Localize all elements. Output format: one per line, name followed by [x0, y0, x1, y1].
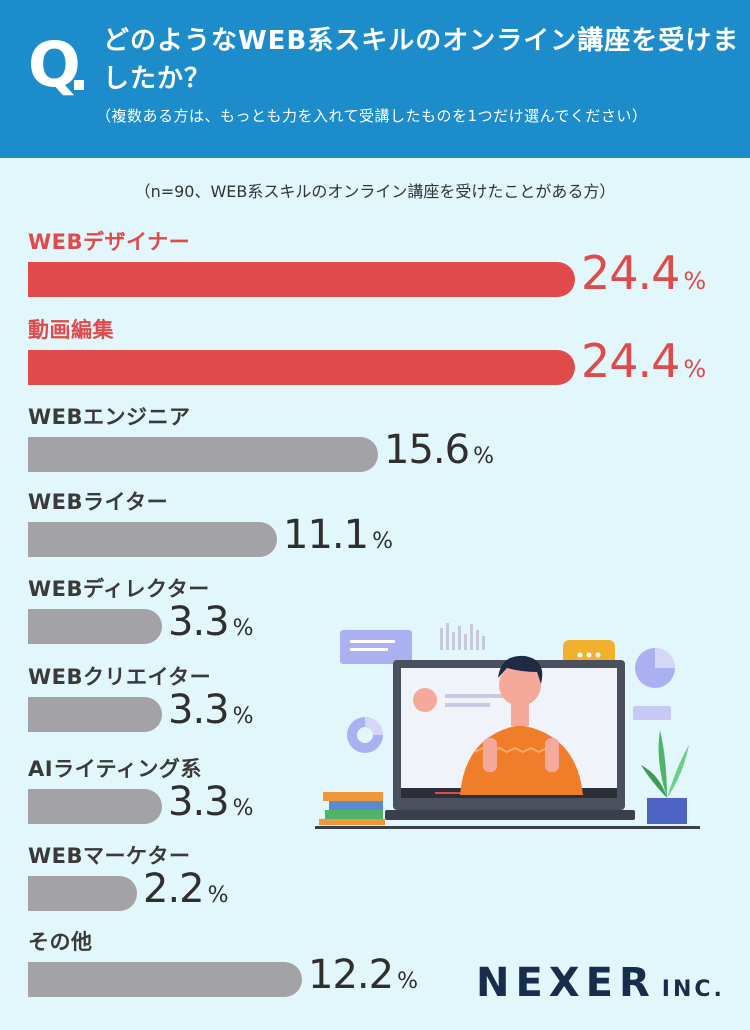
value-unit: % [207, 883, 229, 908]
value-number: 3.3 [168, 687, 230, 733]
q-mark: Q [28, 28, 81, 101]
bar [28, 609, 162, 644]
category-label: WEBエンジニア [28, 405, 191, 429]
question-header: Q どのようなWEB系スキルのオンライン講座を受けましたか？ （複数ある方は、も… [0, 0, 750, 158]
value-unit: % [473, 444, 494, 469]
nexer-logo: NEXER INC. [476, 960, 725, 1006]
value-number: 2.2 [143, 866, 205, 912]
value-number: 24.4 [581, 334, 680, 388]
category-label: 動画編集 [28, 318, 114, 342]
value-label: 15.6% [384, 427, 494, 473]
category-label: WEBライター [28, 490, 169, 514]
value-label: 3.3% [168, 687, 254, 733]
value-unit: % [683, 267, 707, 295]
bar [28, 876, 137, 911]
bar [28, 522, 277, 557]
bar [28, 697, 162, 732]
logo-name: NEXER [476, 960, 656, 1006]
question-text: どのようなWEB系スキルのオンライン講座を受けましたか？ [103, 26, 740, 94]
category-label: WEBマーケター [28, 844, 191, 868]
question-subtext: （複数ある方は、もっとも力を入れて受講したものを1つだけ選んでください） [96, 107, 648, 125]
sample-note: （n=90、WEB系スキルのオンライン講座を受けたことがある方） [134, 182, 616, 201]
value-number: 3.3 [168, 599, 230, 645]
value-unit: % [683, 355, 707, 383]
bar [28, 962, 302, 997]
value-unit: % [372, 529, 393, 554]
value-number: 11.1 [283, 512, 369, 558]
value-number: 3.3 [168, 779, 230, 825]
logo-suffix: INC. [661, 977, 725, 1002]
value-number: 12.2 [308, 952, 394, 998]
value-label: 24.4% [581, 334, 706, 388]
category-label: WEBディレクター [28, 577, 210, 601]
online-lesson-illustration [315, 623, 700, 829]
value-label: 12.2% [308, 952, 418, 998]
value-label: 24.4% [581, 246, 706, 300]
value-unit: % [232, 616, 254, 641]
bar [28, 262, 575, 297]
value-label: 2.2% [143, 866, 229, 912]
value-label: 11.1% [283, 512, 393, 558]
value-label: 3.3% [168, 779, 254, 825]
value-label: 3.3% [168, 599, 254, 645]
category-label: WEBデザイナー [28, 230, 191, 254]
value-unit: % [232, 796, 254, 821]
bar [28, 350, 575, 385]
q-dot [74, 80, 84, 90]
bar [28, 437, 378, 472]
category-label: WEBクリエイター [28, 665, 212, 689]
value-unit: % [397, 969, 418, 994]
value-number: 15.6 [384, 427, 470, 473]
value-unit: % [232, 704, 254, 729]
bar [28, 789, 162, 824]
category-label: その他 [28, 930, 93, 954]
category-label: AIライティング系 [28, 757, 202, 781]
value-number: 24.4 [581, 246, 680, 300]
